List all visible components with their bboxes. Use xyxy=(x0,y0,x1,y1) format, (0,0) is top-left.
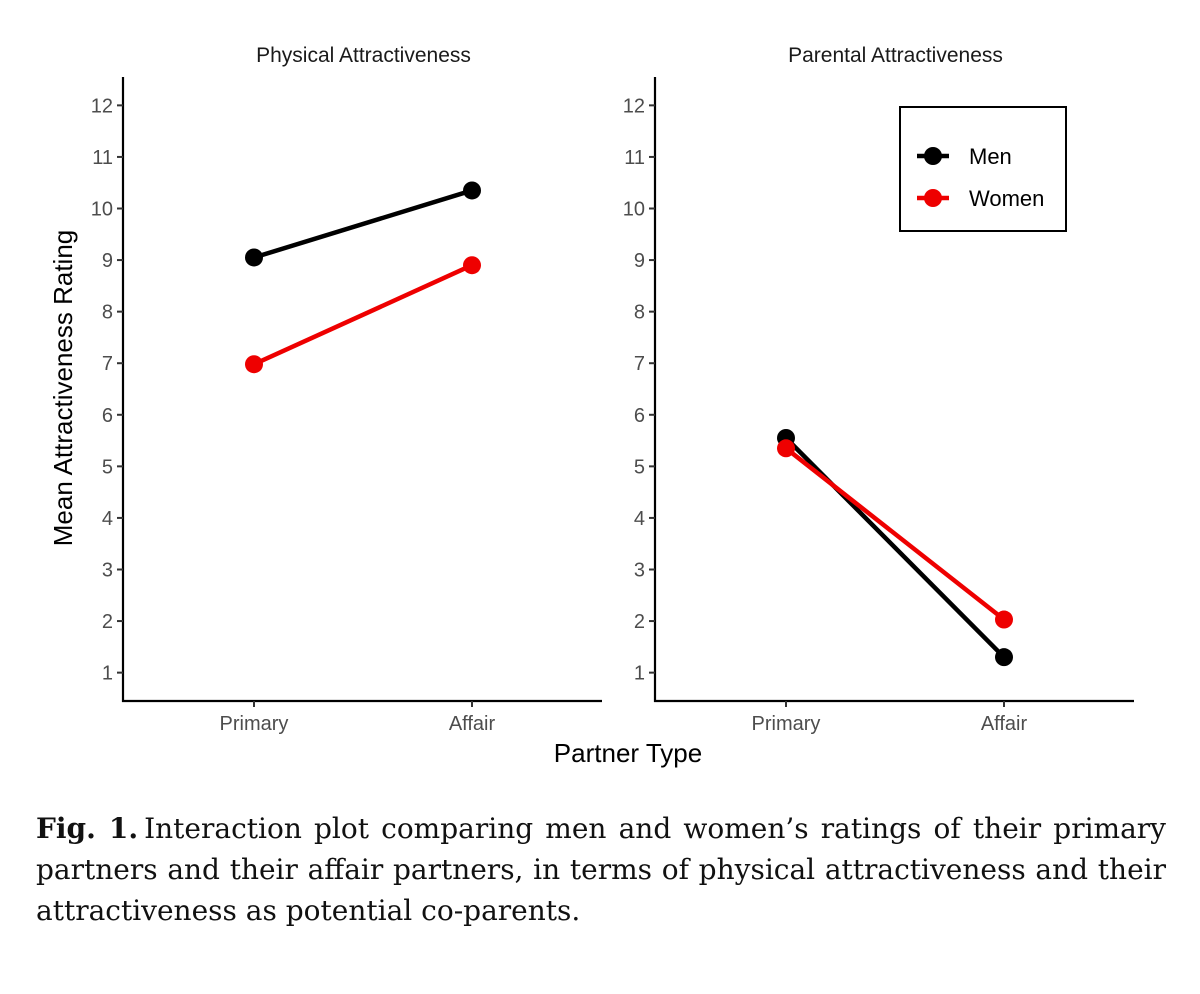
y-tick-label: 7 xyxy=(634,353,645,375)
y-tick-label: 1 xyxy=(634,663,645,685)
panel-title: Parental Attractiveness xyxy=(788,44,1003,67)
y-tick-label: 2 xyxy=(102,611,113,633)
y-tick-label: 6 xyxy=(634,405,645,427)
interaction-plot-figure: Physical Attractiveness123456789101112Pr… xyxy=(48,44,1134,768)
x-tick-label: Primary xyxy=(220,713,289,735)
data-point-women-affair xyxy=(463,256,481,275)
y-tick-label: 6 xyxy=(102,405,113,427)
caption-label: Fig. 1. xyxy=(36,812,139,845)
x-tick-label: Affair xyxy=(449,713,496,735)
y-tick-label: 1 xyxy=(102,663,113,685)
x-tick-label: Affair xyxy=(981,713,1028,735)
legend: Men Women xyxy=(899,106,1067,232)
y-tick-label: 5 xyxy=(634,456,645,478)
figure-caption: Fig. 1. Interaction plot comparing men an… xyxy=(36,808,1166,931)
series-line-men xyxy=(784,436,1006,659)
legend-label-men: Men xyxy=(969,144,1012,169)
data-point-women-primary xyxy=(245,355,263,374)
data-point-women-primary xyxy=(777,439,795,458)
data-point-men-affair xyxy=(995,648,1013,667)
y-tick-label: 8 xyxy=(634,302,645,324)
x-axis-title: Partner Type xyxy=(554,738,702,768)
y-tick-label: 10 xyxy=(91,199,113,221)
y-tick-label: 4 xyxy=(102,508,113,530)
y-tick-label: 4 xyxy=(634,508,645,530)
y-tick-label: 8 xyxy=(102,302,113,324)
y-tick-label: 11 xyxy=(624,147,645,169)
legend-label-women: Women xyxy=(969,186,1044,211)
legend-box xyxy=(899,106,1067,232)
y-tick-label: 9 xyxy=(634,250,645,272)
legend-key-point-women xyxy=(924,189,942,207)
y-tick-label: 2 xyxy=(634,611,645,633)
y-tick-label: 12 xyxy=(623,95,645,117)
caption-text: Interaction plot comparing men and women… xyxy=(36,812,1166,927)
y-tick-label: 12 xyxy=(91,95,113,117)
panels-layer: Physical Attractiveness123456789101112Pr… xyxy=(91,44,1134,735)
y-tick-label: 7 xyxy=(102,353,113,375)
y-tick-label: 5 xyxy=(102,456,113,478)
legend-key-point-men xyxy=(924,147,942,165)
data-point-women-affair xyxy=(995,610,1013,629)
y-tick-label: 11 xyxy=(92,147,113,169)
panel-title: Physical Attractiveness xyxy=(256,44,471,67)
y-tick-label: 3 xyxy=(634,559,645,581)
data-point-men-affair xyxy=(463,181,481,200)
panel-physical: Physical Attractiveness123456789101112Pr… xyxy=(91,44,602,735)
y-axis-title: Mean Attractiveness Rating xyxy=(48,230,78,547)
series-line-men xyxy=(253,188,473,260)
x-tick-label: Primary xyxy=(752,713,821,735)
panel-parental: Parental Attractiveness123456789101112Pr… xyxy=(623,44,1134,735)
data-point-men-primary xyxy=(245,248,263,267)
y-tick-label: 10 xyxy=(623,199,645,221)
series-line-women xyxy=(784,446,1006,622)
y-tick-label: 3 xyxy=(102,559,113,581)
series-line-women xyxy=(253,263,473,367)
y-tick-label: 9 xyxy=(102,250,113,272)
